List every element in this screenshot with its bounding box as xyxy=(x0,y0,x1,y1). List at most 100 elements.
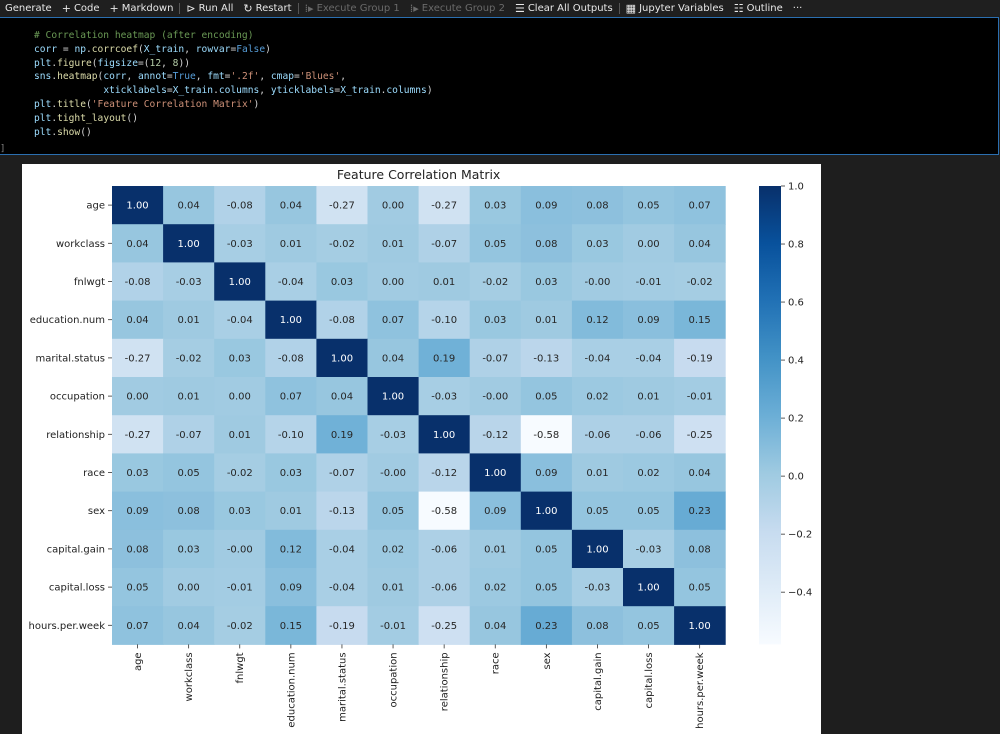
heatmap-cell xyxy=(571,300,624,340)
cell-annotation: 0.02 xyxy=(484,583,506,594)
cell-annotation: -0.03 xyxy=(176,277,202,288)
restart-label: Restart xyxy=(255,2,292,14)
heatmap-cell xyxy=(163,300,215,340)
heatmap-cell xyxy=(623,415,675,454)
restart-button[interactable]: ↻ Restart xyxy=(238,0,296,16)
heatmap-cell xyxy=(163,415,215,454)
heatmap-cell xyxy=(520,606,573,645)
cell-annotation: -0.02 xyxy=(227,621,253,632)
cell-annotation: 0.01 xyxy=(484,544,506,555)
cell-annotation: -0.25 xyxy=(687,430,713,441)
cell-annotation: -0.02 xyxy=(329,239,355,250)
cell-annotation: 0.03 xyxy=(126,468,148,479)
cell-annotation: -0.58 xyxy=(533,430,559,441)
cell-annotation: -0.10 xyxy=(431,315,457,326)
cell-annotation: -0.03 xyxy=(431,392,457,403)
cell-annotation: 1.00 xyxy=(689,621,711,632)
x-tick-label: relationship xyxy=(440,652,451,711)
execute-group-2-button[interactable]: ⁞▸ Execute Group 2 xyxy=(405,0,510,16)
heatmap-cell xyxy=(674,415,726,454)
generate-button[interactable]: Generate xyxy=(0,0,57,16)
cell-annotation: 0.00 xyxy=(178,583,200,594)
cell-annotation: 0.09 xyxy=(126,506,148,517)
x-tick-label: capital.gain xyxy=(593,652,604,710)
heatmap-cell xyxy=(418,300,471,340)
jupyter-variables-button[interactable]: ▦ Jupyter Variables xyxy=(621,0,729,16)
code-cell[interactable]: # Correlation heatmap (after encoding) c… xyxy=(0,17,999,155)
heatmap-cell xyxy=(265,186,317,225)
toolbar-divider xyxy=(297,2,299,14)
cell-annotation: 0.03 xyxy=(229,506,251,517)
y-tick-label: race xyxy=(83,468,105,479)
heatmap-cell xyxy=(469,224,522,263)
cell-annotation: 1.00 xyxy=(280,315,302,326)
cell-annotation: 0.07 xyxy=(126,621,148,632)
execute-group-1-button[interactable]: ⁞▸ Execute Group 1 xyxy=(300,0,405,16)
cell-annotation: -0.03 xyxy=(585,583,611,594)
clear-all-outputs-button[interactable]: ☰ Clear All Outputs xyxy=(510,0,618,16)
execute-group-icon: ⁞▸ xyxy=(409,1,419,15)
x-tick-label: hours.per.week xyxy=(695,652,706,729)
cell-annotation: -0.27 xyxy=(125,353,151,364)
heatmap-cell xyxy=(571,606,624,645)
heatmap-cell xyxy=(623,568,675,607)
cell-annotation: -0.04 xyxy=(329,544,355,555)
cell-annotation: 0.08 xyxy=(689,544,711,555)
cell-annotation: 0.00 xyxy=(126,392,148,403)
heatmap-cell xyxy=(469,606,522,645)
heatmap-cell xyxy=(163,224,215,263)
heatmap-cell xyxy=(520,338,573,378)
chart-title: Feature Correlation Matrix xyxy=(337,167,500,182)
outline-button[interactable]: ☷ Outline xyxy=(729,0,788,16)
heatmap-cell xyxy=(214,453,266,493)
add-code-button[interactable]: + Code xyxy=(57,0,105,16)
cell-annotation: 0.04 xyxy=(126,315,148,326)
heatmap-cell xyxy=(163,491,215,531)
more-actions-button[interactable]: ··· xyxy=(788,0,808,16)
heatmap-cell xyxy=(418,415,471,454)
run-all-button[interactable]: ⊳ Run All xyxy=(181,0,238,16)
cell-annotation: 0.04 xyxy=(178,201,200,212)
heatmap-cell xyxy=(214,338,266,378)
heatmap-cell xyxy=(367,300,420,340)
heatmap-cell xyxy=(520,568,573,607)
cell-annotation: 0.05 xyxy=(535,392,557,403)
heatmap-cell xyxy=(674,529,726,569)
heatmap-cell xyxy=(112,453,164,493)
cell-annotation: -0.04 xyxy=(329,583,355,594)
cell-annotation: -0.00 xyxy=(482,392,508,403)
cell-annotation: -0.00 xyxy=(380,468,406,479)
heatmap-cell xyxy=(163,338,215,378)
heatmap-cell xyxy=(674,338,726,378)
cell-annotation: -0.00 xyxy=(227,544,253,555)
heatmap-cell xyxy=(418,262,471,302)
heatmap-cell xyxy=(163,606,215,645)
heatmap-cell xyxy=(112,606,164,645)
cell-annotation: 0.05 xyxy=(637,621,659,632)
cell-annotation: -0.27 xyxy=(125,430,151,441)
cell-annotation: 0.04 xyxy=(280,201,302,212)
y-tick-label: education.num xyxy=(30,315,105,326)
cell-annotation: 0.02 xyxy=(637,468,659,479)
cell-annotation: 0.23 xyxy=(689,506,711,517)
cell-annotation: 0.00 xyxy=(382,201,404,212)
cell-annotation: -0.03 xyxy=(380,430,406,441)
heatmap-cell xyxy=(163,453,215,493)
cell-annotation: 0.08 xyxy=(535,239,557,250)
cell-annotation: 0.03 xyxy=(484,315,506,326)
restart-icon: ↻ xyxy=(243,1,253,15)
heatmap-cell xyxy=(112,262,164,302)
heatmap-cell xyxy=(112,300,164,340)
heatmap-cell xyxy=(265,338,317,378)
code-editor[interactable]: # Correlation heatmap (after encoding) c… xyxy=(34,29,433,139)
heatmap-cell xyxy=(214,377,266,416)
cell-annotation: 0.08 xyxy=(586,201,608,212)
heatmap-cell xyxy=(367,453,420,493)
add-markdown-button[interactable]: + Markdown xyxy=(105,0,179,16)
cell-annotation: 0.05 xyxy=(535,583,557,594)
cell-annotation: 1.00 xyxy=(586,544,608,555)
plus-icon: + xyxy=(109,1,119,15)
cell-annotation: 0.00 xyxy=(637,239,659,250)
cell-annotation: 0.01 xyxy=(229,430,251,441)
cell-annotation: 1.00 xyxy=(382,392,404,403)
